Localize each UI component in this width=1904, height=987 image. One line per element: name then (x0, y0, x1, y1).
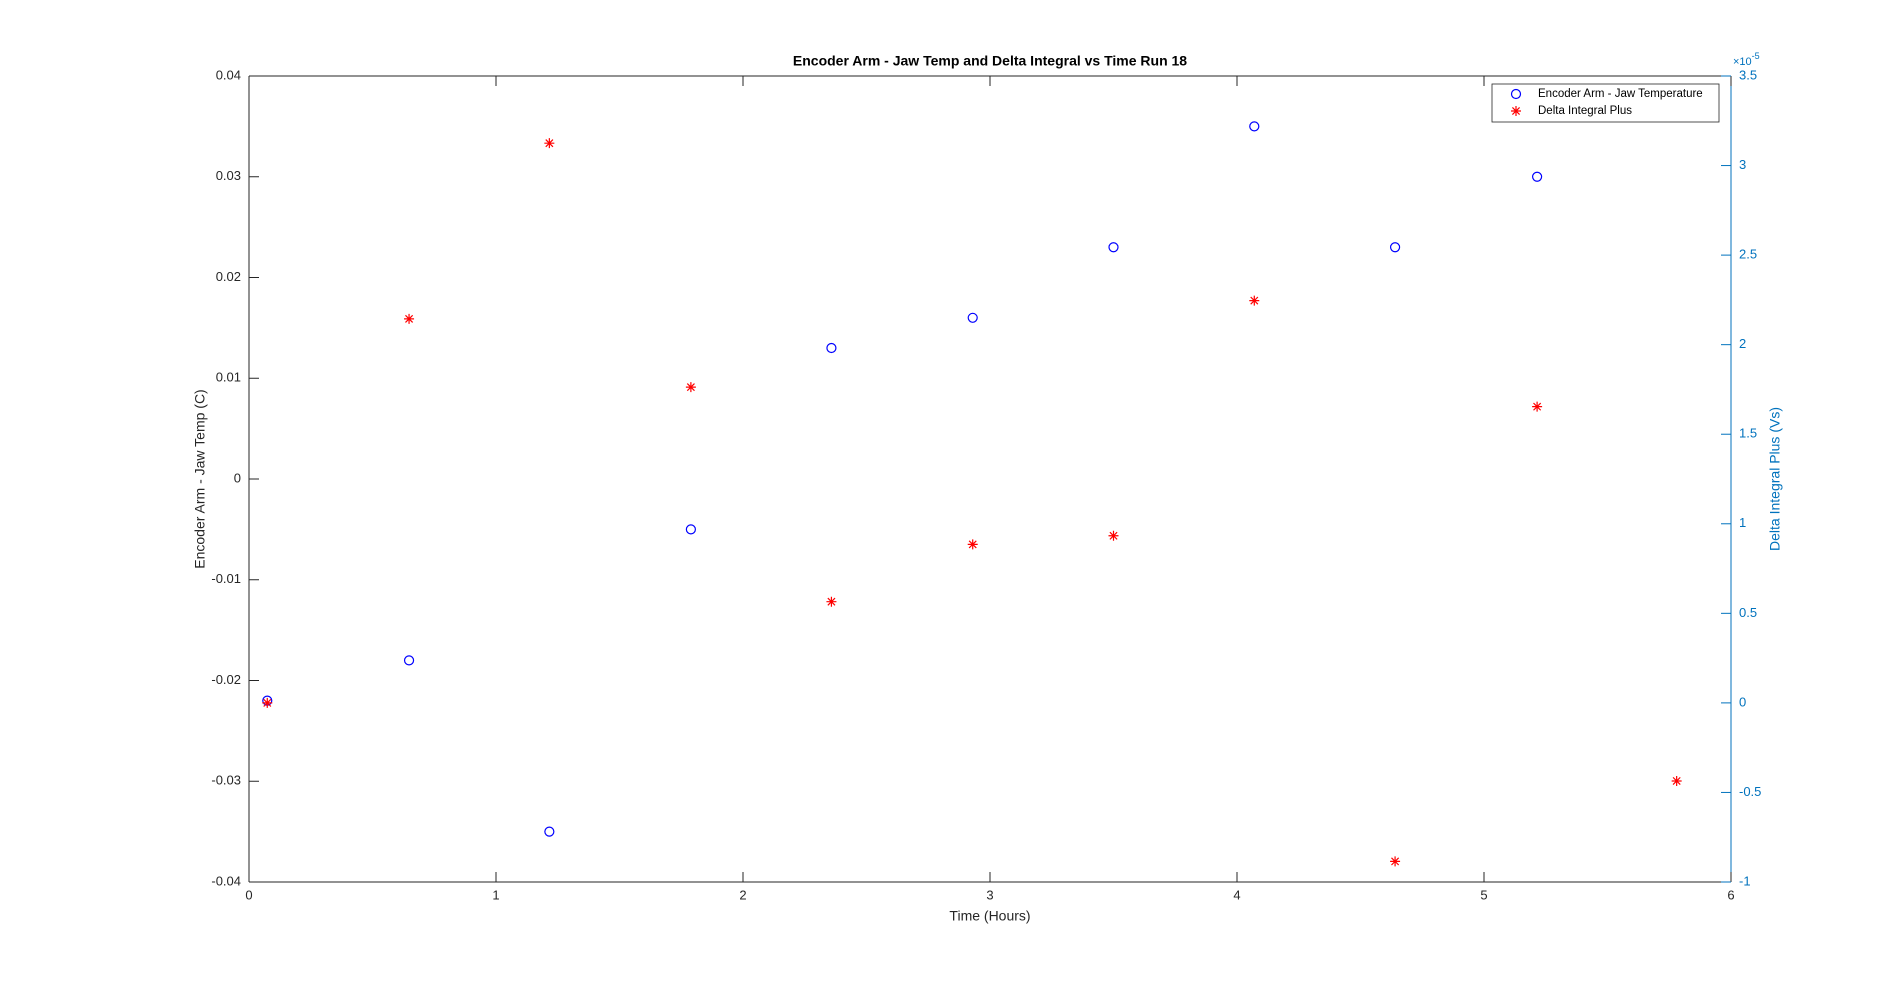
legend-marker (1511, 106, 1521, 116)
y2-tick-label: 2.5 (1739, 247, 1757, 262)
y-tick-label: 0 (234, 470, 241, 485)
point (404, 313, 415, 324)
point (1532, 171, 1543, 182)
point (1249, 295, 1260, 306)
x-tick-label: 3 (986, 887, 993, 902)
y2-tick-label: 2 (1739, 336, 1746, 351)
point (967, 539, 978, 550)
x-tick-label: 6 (1727, 887, 1734, 902)
point (1389, 242, 1401, 253)
point (826, 342, 837, 354)
y-tick-label: 0.02 (216, 269, 241, 284)
multiplier-exponent: -5 (1752, 51, 1760, 61)
x-tick-label: 4 (1233, 887, 1240, 902)
y-axis-label: Encoder Arm - Jaw Temp (C) (192, 389, 208, 568)
legend-box (1491, 83, 1720, 123)
y-tick-label: 0.03 (216, 168, 241, 183)
point (826, 596, 837, 607)
y-tick-label: 0.04 (216, 67, 241, 82)
x-tick-label: 0 (245, 887, 252, 902)
point (1671, 775, 1682, 786)
y2-multiplier: ×10-5 (1733, 51, 1760, 68)
legend-marker (1510, 88, 1522, 100)
point (1532, 401, 1543, 412)
y2-tick-label: -1 (1739, 873, 1751, 888)
point (403, 655, 415, 666)
y2-tick-label: 0 (1739, 694, 1746, 709)
legend-label: Delta Integral Plus (1538, 105, 1632, 117)
point (1108, 530, 1119, 541)
chart-title: Encoder Arm - Jaw Temp and Delta Integra… (793, 53, 1187, 69)
legend: Encoder Arm - Jaw Temperature Delta Integ… (1491, 83, 1720, 123)
y-tick-label: 0.01 (216, 370, 241, 385)
y2-tick-label: 0.5 (1739, 605, 1757, 620)
point (1390, 856, 1401, 867)
point (544, 826, 555, 837)
legend-label: Encoder Arm - Jaw Temperature (1538, 88, 1703, 100)
y-tick-label: -0.01 (211, 571, 241, 586)
y2-axis-label: Delta Integral Plus (Vs) (1767, 407, 1783, 551)
y2-tick-label: 1 (1739, 515, 1746, 530)
y-tick-label: -0.02 (211, 672, 241, 687)
point (685, 382, 696, 393)
point (1249, 121, 1260, 132)
point (262, 697, 273, 708)
y2-tick-label: -0.5 (1739, 784, 1761, 799)
x-tick-label: 2 (739, 887, 746, 902)
x-tick-label: 1 (492, 887, 499, 902)
multiplier-base: ×10 (1733, 56, 1752, 68)
point (967, 312, 978, 323)
y-tick-label: -0.03 (211, 773, 241, 788)
point (685, 524, 696, 535)
y2-tick-label: 1.5 (1739, 426, 1757, 441)
y2-tick-label: 3.5 (1739, 67, 1757, 82)
point (544, 138, 555, 149)
point (1108, 242, 1119, 253)
y2-tick-label: 3 (1739, 157, 1746, 172)
x-axis-label: Time (Hours) (949, 908, 1030, 924)
y-tick-label: -0.04 (211, 873, 241, 888)
x-tick-label: 5 (1480, 887, 1487, 902)
